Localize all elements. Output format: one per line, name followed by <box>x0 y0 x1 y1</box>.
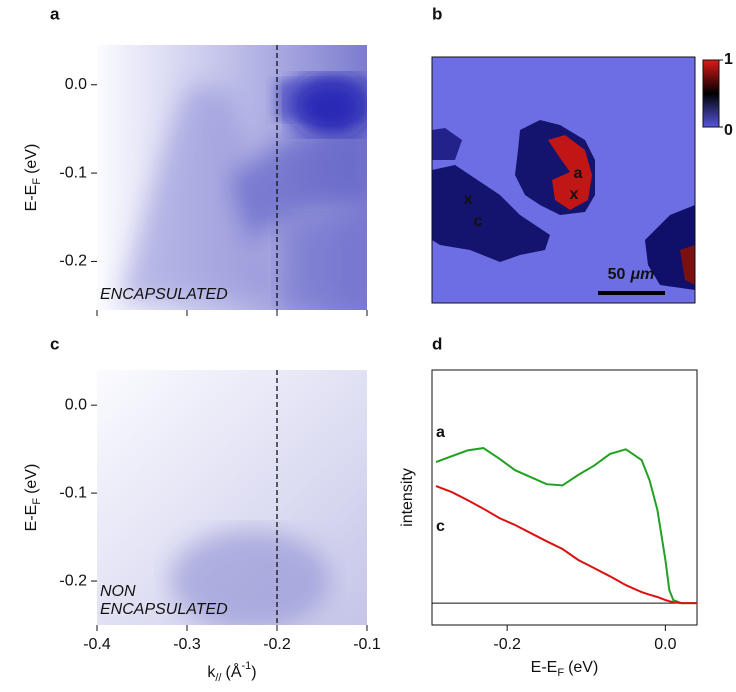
y-tick-label: -0.1 <box>59 164 87 181</box>
x-tick-label: -0.2 <box>493 636 521 653</box>
colorbar-tick-label: 1 <box>724 51 733 68</box>
colorbar-tick-label: 0 <box>724 122 733 139</box>
x-tick-label: 0.0 <box>654 636 676 653</box>
spatial-map <box>432 57 695 303</box>
axis-label: E-EF (eV) <box>531 659 599 679</box>
axis-label-part: E-E <box>23 185 40 212</box>
plot-frame <box>431 369 698 626</box>
x-tick-label: -0.2 <box>263 636 291 653</box>
scale-bar-value: 50 <box>608 266 626 283</box>
axis-label-part: (Å <box>226 662 242 681</box>
spot-marker: x <box>570 186 579 203</box>
spot-marker: x <box>464 191 473 208</box>
y-tick-label: -0.1 <box>59 484 87 501</box>
axis-label-part: F <box>31 178 43 185</box>
y-tick-label: -0.2 <box>59 253 87 270</box>
panel-label: c <box>50 334 59 353</box>
scale-bar-unit: μm <box>629 266 654 283</box>
annotation: ENCAPSULATED <box>100 286 228 303</box>
annotation: ENCAPSULATED <box>100 601 228 618</box>
scale-bar-label: 50 μm <box>608 266 655 283</box>
spot-label: c <box>474 213 483 230</box>
x-tick-label: -0.4 <box>83 636 111 653</box>
panel-label: b <box>432 4 442 23</box>
x-tick-label: -0.1 <box>353 636 381 653</box>
annotation: NON <box>100 583 136 600</box>
panel-label: d <box>432 334 442 353</box>
series-label: a <box>436 424 445 441</box>
colorbar <box>702 59 720 128</box>
spot-label: a <box>574 165 583 182</box>
axis-label-part: -1 <box>242 660 252 672</box>
axis-label-part: // <box>215 672 222 684</box>
axis-label-part: F <box>557 667 564 679</box>
axis-label: k// (Å-1) <box>207 660 256 684</box>
axis-label: E-EF (eV) <box>23 464 43 532</box>
axis-label-part: E-E <box>23 505 40 532</box>
axis-label-part: E-E <box>531 659 558 676</box>
series-label: c <box>436 518 445 535</box>
series-line <box>435 447 697 605</box>
axis-label-part: k <box>207 664 216 681</box>
map-frame <box>431 56 696 304</box>
series-line <box>435 485 697 605</box>
y-tick-label: -0.2 <box>59 572 87 589</box>
axis-label-part: F <box>31 498 43 505</box>
axis-label-part: (eV) <box>23 464 40 494</box>
axis-label-part: ) <box>251 664 256 681</box>
panel-label: a <box>50 4 60 23</box>
y-tick-label: 0.0 <box>65 76 87 93</box>
axis-label-part: (eV) <box>568 659 598 676</box>
y-tick-label: 0.0 <box>65 396 87 413</box>
axis-label-part: (eV) <box>23 144 40 174</box>
arpes-image-a <box>97 45 367 310</box>
arpes-image-c <box>97 370 367 625</box>
axis-label: E-EF (eV) <box>23 144 43 212</box>
x-tick-label: -0.3 <box>173 636 201 653</box>
y-axis-label: intensity <box>399 468 416 527</box>
